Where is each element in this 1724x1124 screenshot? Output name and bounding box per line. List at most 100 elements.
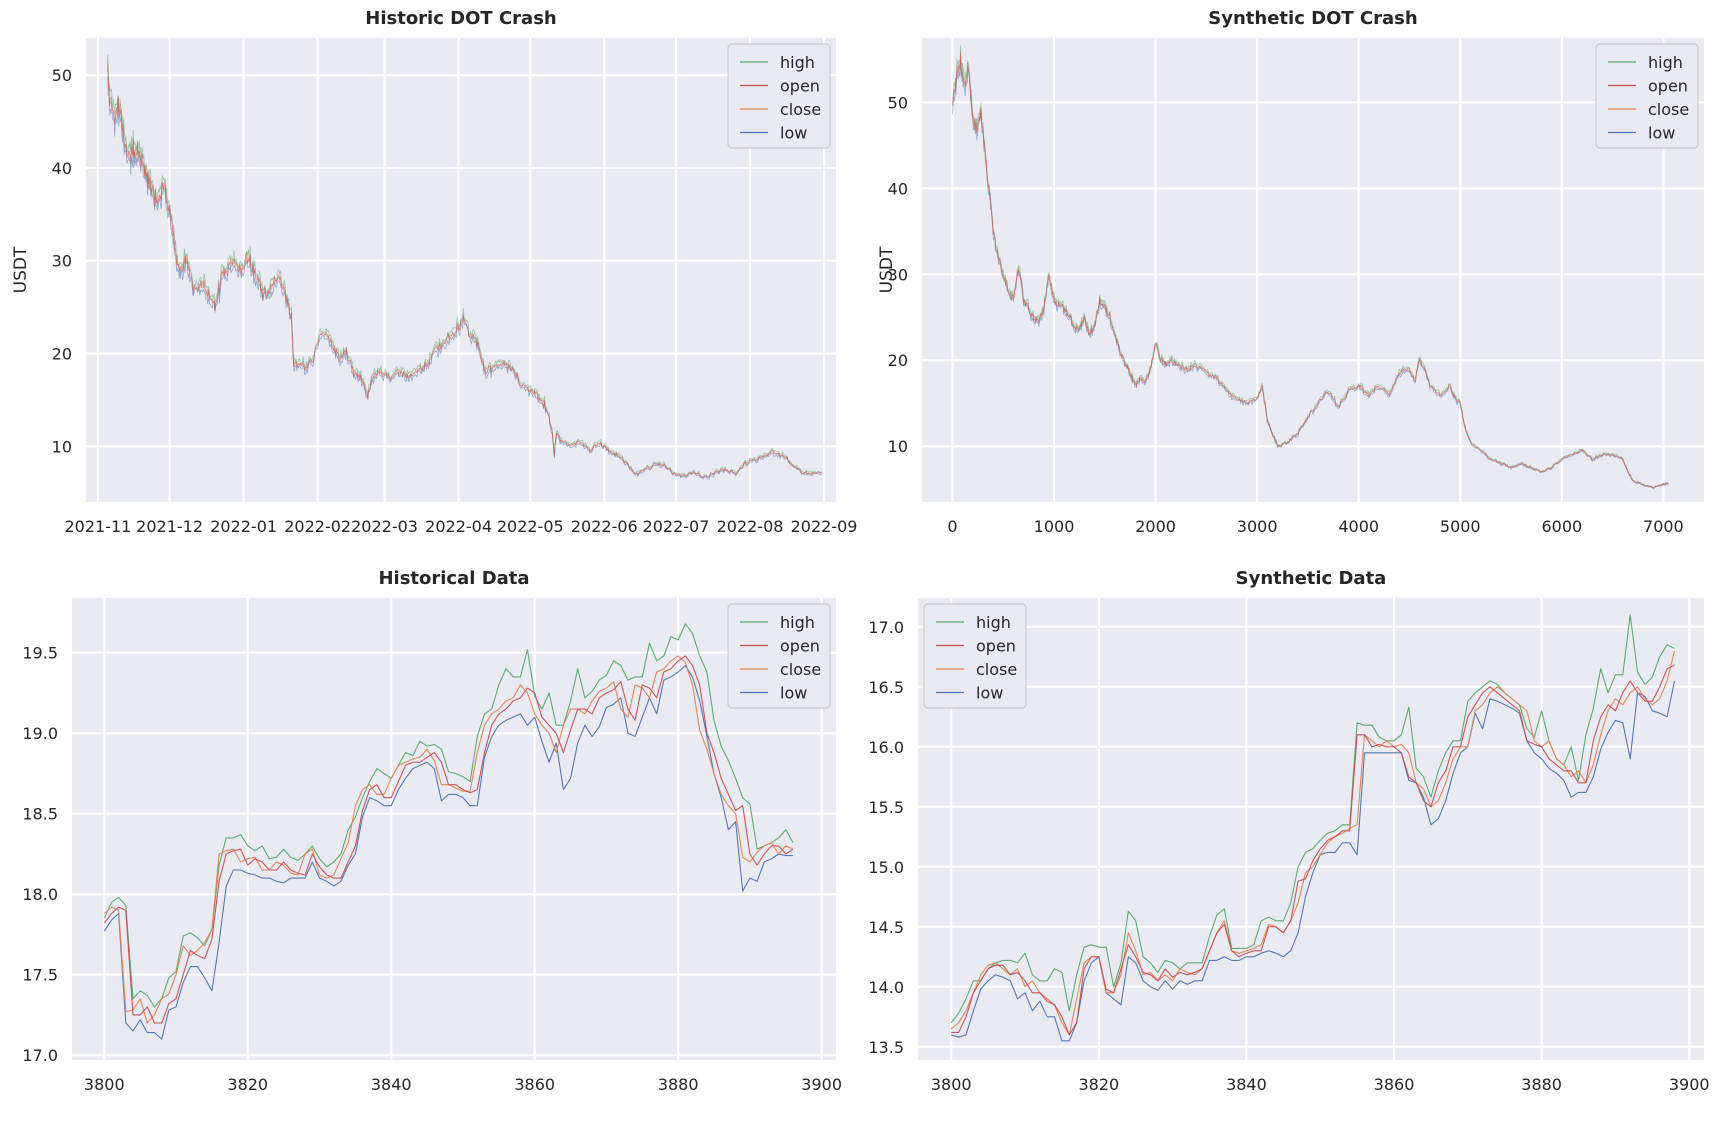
y-tick-label: 10	[888, 437, 908, 456]
series-line-open	[951, 664, 1675, 1036]
x-tick-label: 3840	[1226, 1075, 1267, 1094]
y-tick-label: 17.5	[22, 966, 58, 985]
legend-label-low: low	[780, 124, 807, 143]
y-tick-label: 18.0	[22, 885, 58, 904]
x-axis-ticks: 0 1000 2000 3000 4000 5000 6000 7000	[947, 517, 1683, 536]
y-tick-label: 15.0	[868, 858, 904, 877]
chart-title: Historic DOT Crash	[365, 8, 556, 29]
legend-label-close: close	[1648, 100, 1689, 119]
legend-label-close: close	[976, 660, 1017, 679]
grid-lines	[918, 598, 1704, 1060]
x-tick-label: 5000	[1440, 517, 1481, 536]
y-tick-label: 19.0	[22, 724, 58, 743]
chart-title: Historical Data	[378, 568, 529, 589]
x-tick-label: 2022-07	[643, 517, 710, 536]
legend-label-high: high	[976, 613, 1011, 632]
series-line-open	[103, 655, 794, 1024]
y-tick-label: 17.0	[22, 1046, 58, 1065]
y-axis-ticks: 10 20 30 40 50	[52, 66, 72, 456]
x-tick-label: 3000	[1237, 517, 1278, 536]
series-line-open	[952, 51, 1669, 489]
y-tick-label: 20	[52, 345, 72, 364]
x-axis-ticks: 3800 3820 3840 3860 3880 3900	[931, 1075, 1710, 1094]
y-tick-label: 50	[52, 66, 72, 85]
series-lines	[952, 44, 1669, 490]
legend-label-open: open	[780, 637, 820, 656]
chart-synthetic-data: 3800 3820 3840 3860 3880 3900 13.5 14.0 14.5 15.0…	[868, 568, 1709, 1094]
y-tick-label: 40	[888, 179, 908, 198]
plot-area	[922, 38, 1704, 502]
x-tick-label: 2022-03	[351, 517, 418, 536]
x-axis-ticks: 2021-11 2021-12 2022-01 2022-02 2022-03 2022-…	[65, 517, 858, 536]
series-line-close	[950, 650, 1676, 1036]
x-tick-label: 2022-09	[791, 517, 858, 536]
x-tick-label: 7000	[1643, 517, 1684, 536]
x-tick-label: 3860	[1374, 1075, 1415, 1094]
legend: high open close low	[727, 603, 831, 709]
y-tick-label: 30	[888, 265, 908, 284]
series-line-low	[951, 680, 1676, 1042]
legend-label-low: low	[780, 684, 807, 703]
plot-area	[918, 598, 1704, 1060]
y-tick-label: 13.5	[868, 1038, 904, 1057]
x-tick-label: 3860	[514, 1075, 555, 1094]
grid-lines	[72, 598, 836, 1060]
x-tick-label: 2022-02	[284, 517, 351, 536]
series-line-open	[107, 62, 822, 479]
y-tick-label: 16.0	[868, 738, 904, 757]
legend-label-open: open	[1648, 77, 1688, 96]
x-tick-label: 3800	[931, 1075, 972, 1094]
chart-historic-dot-crash: 2021-11 2021-12 2022-01 2022-02 2022-03 2022-…	[11, 8, 857, 536]
x-tick-label: 2021-11	[65, 517, 132, 536]
x-tick-label: 0	[947, 517, 957, 536]
y-axis-ticks: 10 20 30 40 50	[888, 93, 908, 456]
legend: high open close low	[1595, 43, 1699, 149]
legend-label-high: high	[1648, 53, 1683, 72]
y-tick-label: 17.0	[868, 618, 904, 637]
y-axis-ticks: 13.5 14.0 14.5 15.0 15.5 16.0 16.5 17.0	[868, 618, 904, 1057]
x-tick-label: 3820	[1078, 1075, 1119, 1094]
legend-box	[1595, 43, 1699, 149]
chart-synthetic-dot-crash: 0 1000 2000 3000 4000 5000 6000 7000 10 20 30 40 50 S…	[877, 8, 1704, 536]
x-tick-label: 3880	[658, 1075, 699, 1094]
plot-area	[72, 598, 836, 1060]
series-lines	[950, 614, 1676, 1042]
legend-box	[727, 43, 831, 149]
x-tick-label: 2022-06	[571, 517, 638, 536]
legend: high open close low	[727, 43, 831, 149]
x-tick-label: 2022-01	[210, 517, 277, 536]
y-tick-label: 14.0	[868, 978, 904, 997]
x-tick-label: 3840	[371, 1075, 412, 1094]
x-tick-label: 3900	[1669, 1075, 1710, 1094]
legend-label-close: close	[780, 100, 821, 119]
y-tick-label: 40	[52, 159, 72, 178]
series-lines	[107, 54, 823, 480]
x-tick-label: 2022-05	[497, 517, 564, 536]
series-lines	[103, 623, 794, 1040]
grid-lines	[922, 38, 1704, 502]
y-axis-label: USDT	[877, 246, 897, 293]
x-tick-label: 1000	[1034, 517, 1075, 536]
x-tick-label: 3900	[801, 1075, 842, 1094]
x-tick-label: 2022-04	[425, 517, 492, 536]
legend-label-open: open	[780, 77, 820, 96]
legend-label-close: close	[780, 660, 821, 679]
y-tick-label: 14.5	[868, 918, 904, 937]
y-tick-label: 18.5	[22, 805, 58, 824]
y-axis-label: USDT	[11, 246, 31, 293]
chart-title: Synthetic DOT Crash	[1208, 8, 1417, 29]
plot-area	[86, 38, 836, 502]
chart-title: Synthetic Data	[1236, 568, 1387, 589]
legend-label-high: high	[780, 53, 815, 72]
series-line-high	[103, 623, 794, 1008]
legend-label-low: low	[976, 684, 1003, 703]
series-line-low	[103, 665, 793, 1040]
legend-label-open: open	[976, 637, 1016, 656]
x-tick-label: 4000	[1338, 517, 1379, 536]
legend-box	[727, 603, 831, 709]
y-tick-label: 30	[52, 252, 72, 271]
x-tick-label: 3820	[227, 1075, 268, 1094]
x-tick-label: 2022-08	[717, 517, 784, 536]
x-tick-label: 2000	[1135, 517, 1176, 536]
y-tick-label: 15.5	[868, 798, 904, 817]
